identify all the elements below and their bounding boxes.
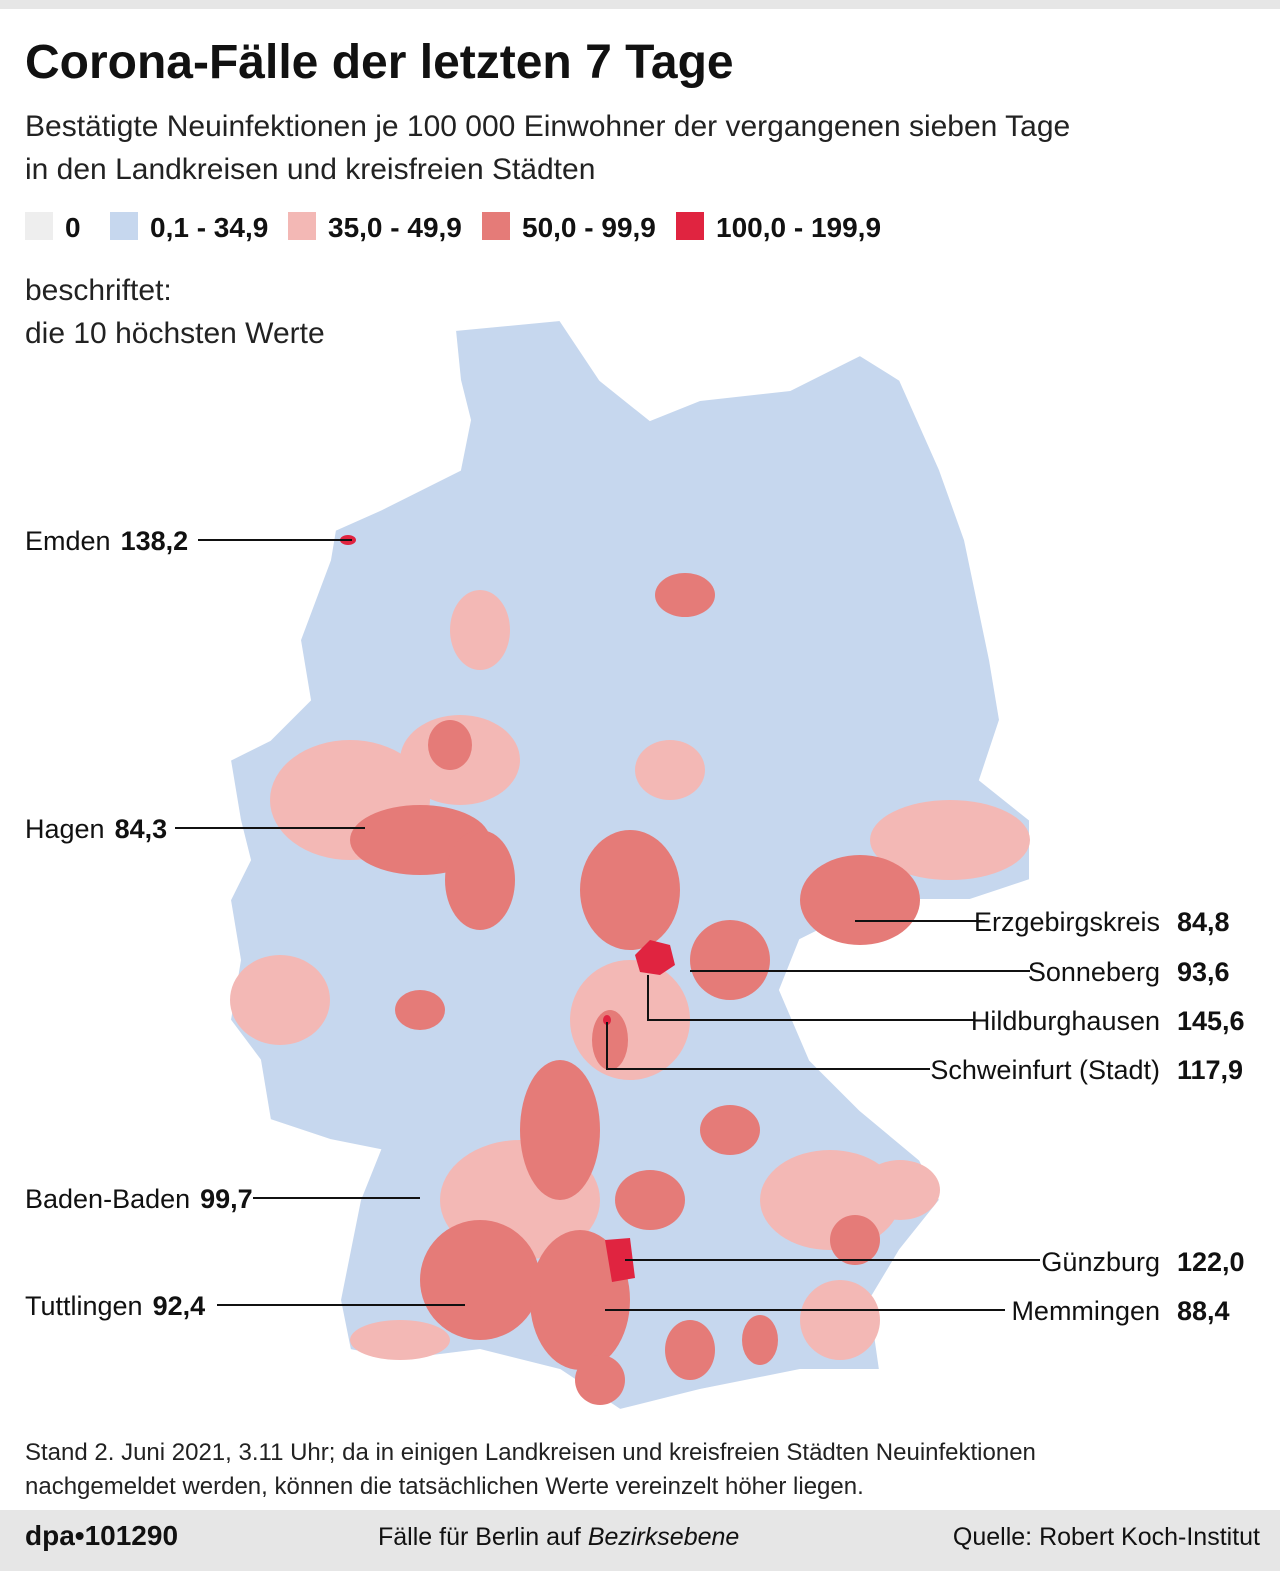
labels: Emden 138,2 Hagen 84,3 Baden-Baden 99,7 Tuttli… (25, 526, 1245, 1326)
region-value: 122,0 (1177, 1247, 1245, 1277)
footer-source: Quelle: Robert Koch-Institut (953, 1523, 1260, 1551)
region-value: 99,7 (200, 1184, 253, 1214)
region-name: Memmingen (1011, 1296, 1160, 1326)
legend-swatch (482, 212, 510, 240)
footnote: nachgemeldet werden, können die tatsächl… (25, 1473, 864, 1500)
region-value: 88,4 (1177, 1296, 1230, 1326)
region-label: Baden-Baden 99,7 (25, 1184, 253, 1214)
region-name: Emden (25, 526, 111, 556)
leader-line (647, 975, 975, 1021)
footer-center-text: Fälle für Berlin auf (378, 1523, 588, 1551)
title: Corona-Fälle der letzten 7 Tage (25, 36, 734, 89)
legend-swatch (25, 212, 53, 240)
region-name: Hagen (25, 814, 105, 844)
region-name: Günzburg (1041, 1247, 1160, 1277)
leader-lines (175, 539, 1040, 1311)
region-label: Hagen 84,3 (25, 814, 167, 844)
region-name: Hildburghausen (971, 1006, 1160, 1036)
legend-label: 0,1 - 34,9 (150, 212, 268, 243)
region-name: Schweinfurt (Stadt) (930, 1055, 1160, 1085)
region-value: 138,2 (121, 526, 189, 556)
regions-high (340, 535, 675, 1282)
legend-label: 35,0 - 49,9 (328, 212, 462, 243)
legend-swatch (110, 212, 138, 240)
legend-swatch (288, 212, 316, 240)
legend-label: 0 (65, 212, 81, 243)
region-value: 92,4 (153, 1291, 206, 1321)
region-value: 93,6 (1177, 957, 1230, 987)
subtitle: in den Landkreisen und kreisfreien Städt… (25, 153, 595, 186)
region-value: 84,3 (115, 814, 168, 844)
note: beschriftet: (25, 274, 172, 307)
region-name: Sonneberg (1028, 957, 1160, 987)
footnote: Stand 2. Juni 2021, 3.11 Uhr; da in eini… (25, 1439, 1036, 1466)
legend: 0 0,1 - 34,9 35,0 - 49,9 50,0 - 99,9 100,0 -… (25, 212, 881, 243)
footer-id: dpa•101290 (25, 1520, 178, 1551)
top-bar (0, 0, 1280, 9)
map (228, 318, 1031, 1412)
region-value: 117,9 (1177, 1055, 1243, 1085)
region-name: Tuttlingen (25, 1291, 143, 1321)
region-label: Tuttlingen 92,4 (25, 1291, 205, 1321)
leader-line (606, 1022, 930, 1070)
footer-center: Fälle für Berlin auf Bezirksebene (378, 1523, 739, 1551)
region-label: Emden 138,2 (25, 526, 188, 556)
subtitle: Bestätigte Neuinfektionen je 100 000 Ein… (25, 110, 1070, 143)
region-value: 145,6 (1177, 1006, 1245, 1036)
region-value: 84,8 (1177, 907, 1230, 937)
note: die 10 höchsten Werte (25, 317, 325, 350)
legend-label: 50,0 - 99,9 (522, 212, 656, 243)
legend-label: 100,0 - 199,9 (716, 212, 881, 243)
footer-bar (0, 1510, 1280, 1571)
footer-center-italic: Bezirksebene (588, 1523, 739, 1551)
regions-mid (350, 573, 920, 1405)
legend-swatch (676, 212, 704, 240)
region-name: Erzgebirgskreis (974, 907, 1160, 937)
region-name: Baden-Baden (25, 1184, 190, 1214)
